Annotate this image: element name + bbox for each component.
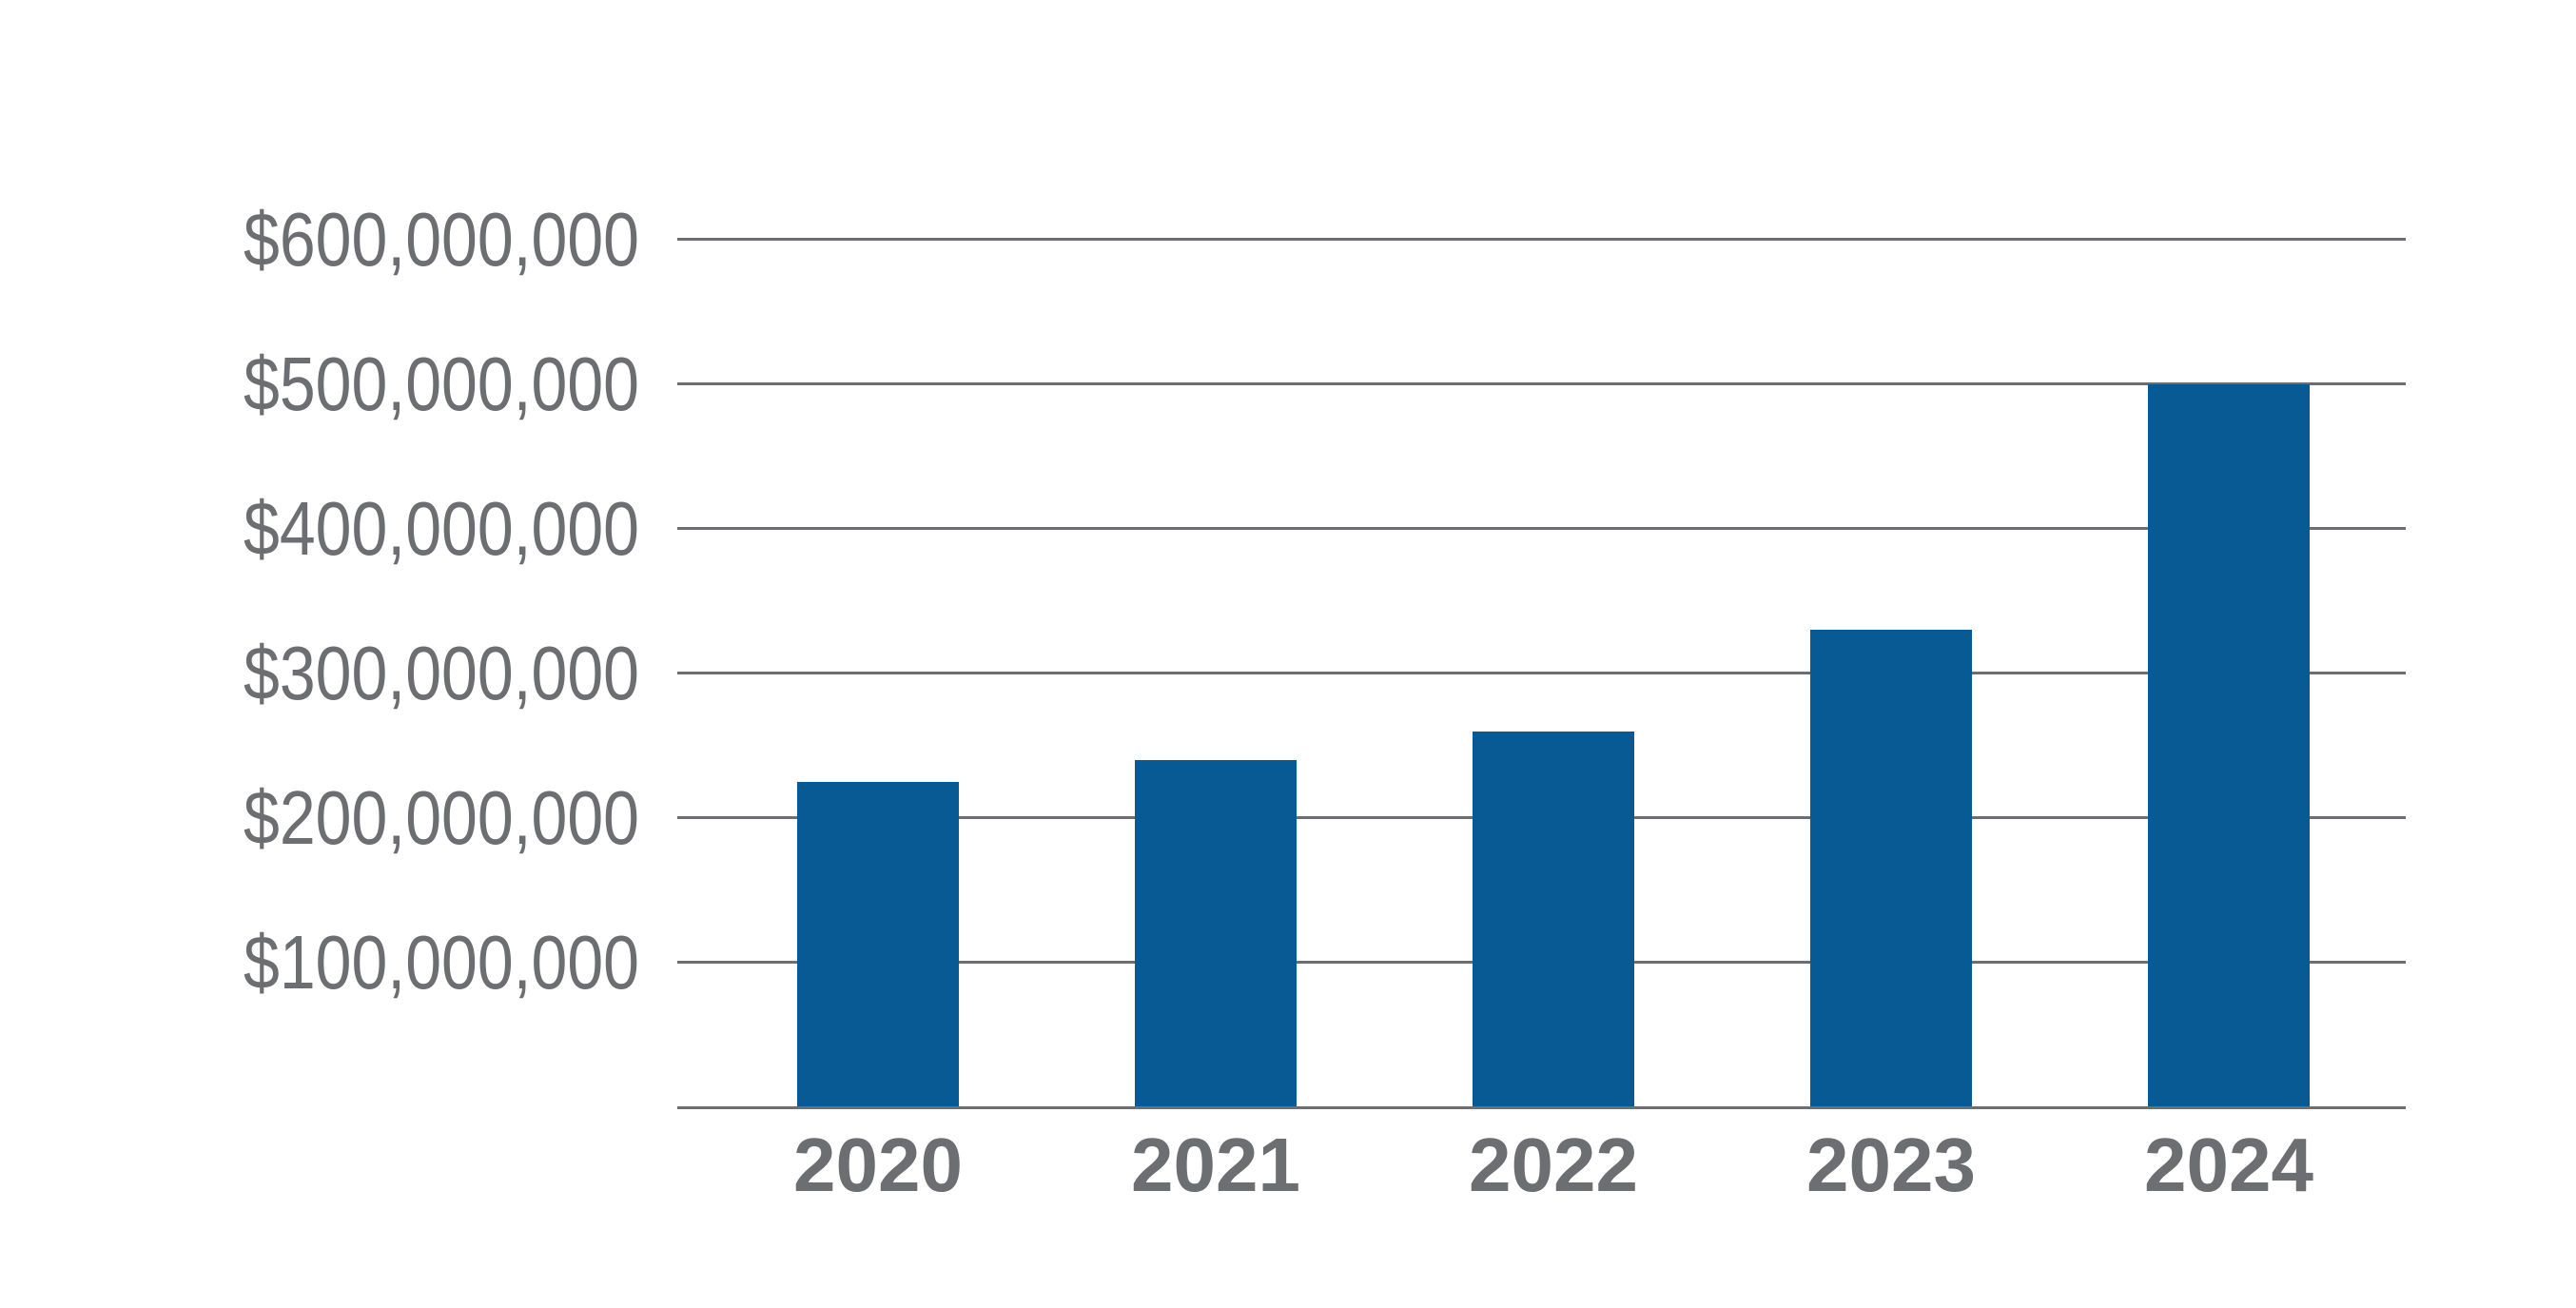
gridline xyxy=(677,672,2406,674)
y-axis-tick-label: $400,000,000 xyxy=(244,486,639,571)
bar-2024 xyxy=(2148,384,2310,1107)
y-axis-tick-label: $300,000,000 xyxy=(244,631,639,715)
gridline xyxy=(677,527,2406,530)
y-axis-tick-label: $600,000,000 xyxy=(244,197,639,282)
x-axis-tick-label: 2023 xyxy=(1806,1123,1976,1207)
y-axis-tick-label: $500,000,000 xyxy=(244,342,639,426)
bar-2022 xyxy=(1473,732,1634,1107)
x-axis-tick-label: 2024 xyxy=(2144,1123,2313,1207)
x-axis-line xyxy=(677,1106,2406,1109)
bar-2021 xyxy=(1135,760,1297,1107)
x-axis-tick-label: 2021 xyxy=(1131,1123,1300,1207)
gridline xyxy=(677,382,2406,385)
y-axis-tick-label: $100,000,000 xyxy=(244,920,639,1005)
x-axis-tick-label: 2022 xyxy=(1469,1123,1638,1207)
bar-2020 xyxy=(797,782,959,1107)
y-axis-tick-label: $200,000,000 xyxy=(244,775,639,860)
x-axis-tick-label: 2020 xyxy=(793,1123,963,1207)
bar-2023 xyxy=(1810,630,1972,1107)
gridline xyxy=(677,238,2406,241)
